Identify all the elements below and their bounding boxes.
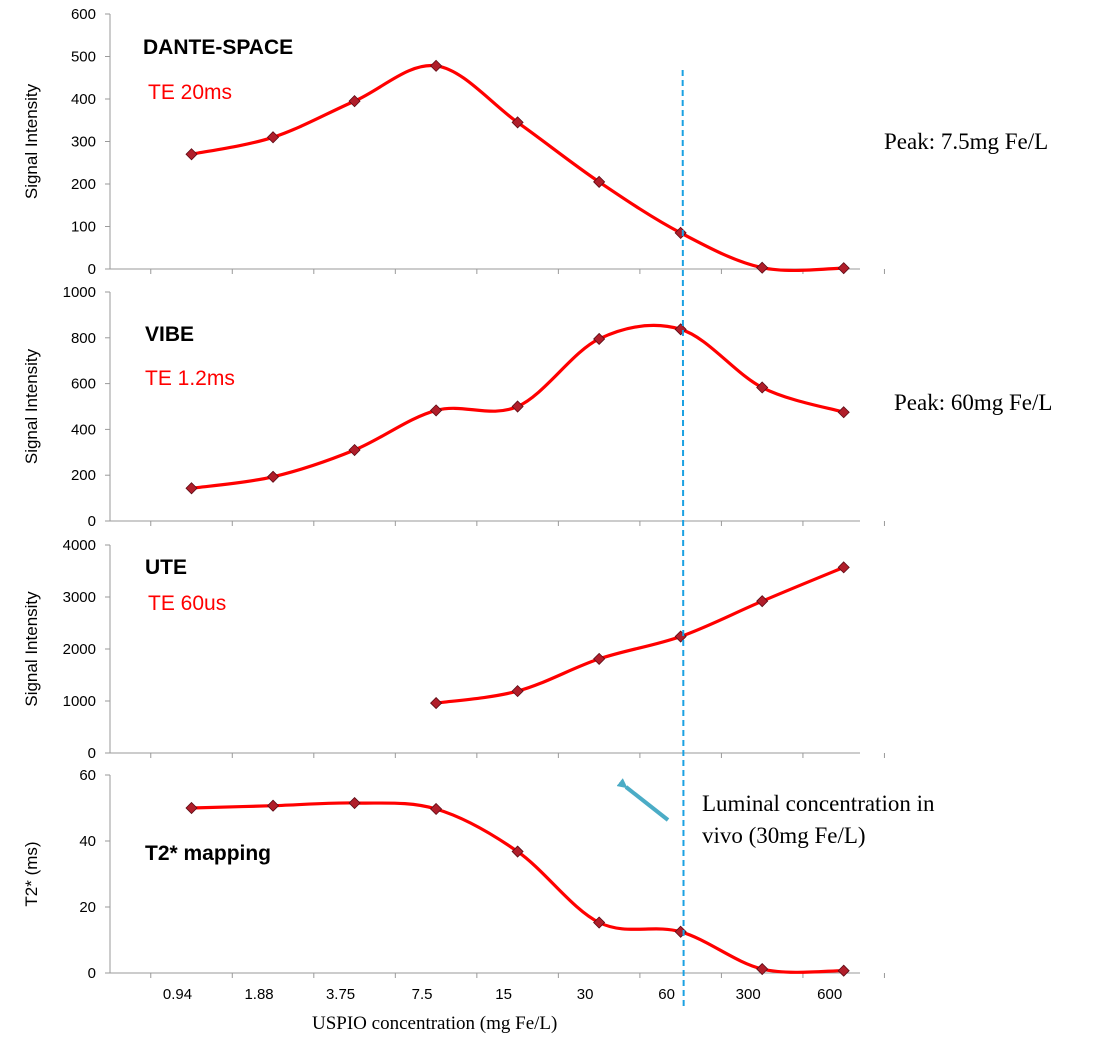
data-point-vibe-600 [837, 406, 850, 419]
panel-ute: 0 1000 2000 3000 4000 Signal Intensity [22, 537, 885, 762]
data-point-t2star-30 [593, 916, 606, 929]
y-tick-label: 400 [71, 421, 96, 438]
y-tick-label: 4000 [63, 537, 96, 554]
data-point-ute-60 [674, 630, 687, 643]
annotation-line-2: vivo (30mg Fe/L) [702, 823, 866, 848]
panel-title-dante: DANTE-SPACE [143, 36, 294, 59]
y-tick-label: 400 [71, 91, 96, 108]
y-tick-label: 500 [71, 49, 96, 66]
y-tick-label: 100 [71, 219, 96, 236]
x-tick-labels: 0.94 1.88 3.75 7.5 15 30 60 300 600 [163, 986, 842, 1003]
y-tick-label: 200 [71, 467, 96, 484]
data-point-dante-300 [756, 261, 769, 274]
y-tick-label: 0 [88, 261, 96, 278]
data-point-ute-30 [593, 652, 606, 665]
y-tick-label: 2000 [63, 641, 96, 658]
panel-subtitle-dante: TE 20ms [148, 81, 233, 104]
data-point-t2star-300 [756, 962, 769, 976]
data-point-dante-0.94 [185, 148, 198, 161]
y-tick-label: 600 [71, 6, 96, 23]
y-tick-label: 300 [71, 134, 96, 151]
panel-t2star: 0 20 40 60 T2* (ms) [22, 767, 885, 982]
data-point-vibe-1.88 [266, 470, 280, 483]
y-axis-title-t2star: T2* (ms) [22, 841, 41, 906]
panel-subtitle-ute: TE 60us [148, 592, 227, 615]
panel-title-vibe: VIBE [145, 323, 195, 346]
panel-title-t2star: T2* mapping [145, 842, 272, 865]
data-point-ute-15 [511, 685, 524, 698]
x-tick-label-3.75: 3.75 [326, 986, 355, 1003]
data-point-vibe-0.94 [185, 482, 198, 495]
data-point-vibe-7.5 [430, 404, 443, 417]
x-tick-label-0.94: 0.94 [163, 986, 192, 1003]
x-tick-label-15: 15 [495, 986, 512, 1003]
data-point-t2star-1.88 [266, 799, 280, 812]
x-tick-label-7.5: 7.5 [412, 986, 433, 1003]
data-point-dante-600 [837, 262, 850, 275]
y-tick-label: 40 [79, 833, 96, 850]
data-point-dante-7.5 [430, 59, 443, 72]
y-tick-label: 0 [88, 965, 96, 982]
luminal-concentration-guide [681, 69, 685, 1009]
series-line-ute [435, 565, 845, 705]
y-axis-title-vibe: Signal Intensity [22, 348, 41, 464]
y-tick-label: 800 [71, 330, 96, 347]
y-tick-label: 0 [88, 513, 96, 530]
data-point-ute-7.5 [430, 697, 443, 710]
data-point-ute-600 [837, 561, 850, 574]
data-point-vibe-15 [511, 400, 524, 413]
panel-subtitle-vibe: TE 1.2ms [145, 367, 235, 390]
x-tick-label-600: 600 [817, 986, 842, 1003]
y-axis-title-dante: Signal Intensity [22, 83, 41, 199]
y-tick-label: 1000 [63, 284, 96, 301]
x-tick-label-60: 60 [658, 986, 675, 1003]
data-point-t2star-600 [837, 964, 850, 977]
data-point-t2star-15 [511, 845, 524, 858]
data-point-vibe-3.75 [348, 443, 361, 457]
data-point-t2star-7.5 [430, 802, 443, 816]
data-point-t2star-3.75 [348, 796, 361, 810]
data-point-dante-1.88 [266, 131, 280, 144]
data-point-vibe-60 [674, 323, 687, 336]
annotation-arrow [616, 778, 670, 822]
y-tick-label: 60 [79, 767, 96, 784]
peak-note-dante: Peak: 7.5mg Fe/L [884, 129, 1049, 154]
y-tick-label: 3000 [63, 589, 96, 606]
data-point-dante-3.75 [348, 95, 361, 108]
peak-note-vibe: Peak: 60mg Fe/L [894, 390, 1053, 415]
y-tick-label: 1000 [63, 693, 96, 710]
y-axis-title-ute: Signal Intensity [22, 591, 41, 707]
data-point-dante-15 [511, 116, 524, 129]
x-axis-label: USPIO concentration (mg Fe/L) [312, 1013, 558, 1034]
y-tick-label: 0 [88, 745, 96, 762]
panel-vibe: 0 200 400 600 800 1000 Signal Intensity [22, 284, 885, 530]
x-tick-label-1.88: 1.88 [244, 986, 273, 1003]
x-tick-label-30: 30 [577, 986, 594, 1003]
annotation-line-1: Luminal concentration in [702, 791, 935, 816]
data-point-ute-300 [756, 595, 769, 608]
data-point-t2star-0.94 [185, 801, 198, 815]
data-point-vibe-30 [593, 332, 606, 346]
data-point-dante-30 [593, 175, 606, 188]
panel-title-ute: UTE [145, 556, 187, 579]
data-point-vibe-300 [756, 381, 769, 394]
y-tick-label: 20 [79, 899, 96, 916]
y-tick-label: 200 [71, 176, 96, 193]
x-tick-label-300: 300 [736, 986, 761, 1003]
series-line-dante [191, 64, 844, 272]
panel-dante: 0 100 200 300 400 500 600 Signal Intensity [22, 6, 885, 278]
y-tick-label: 600 [71, 376, 96, 393]
